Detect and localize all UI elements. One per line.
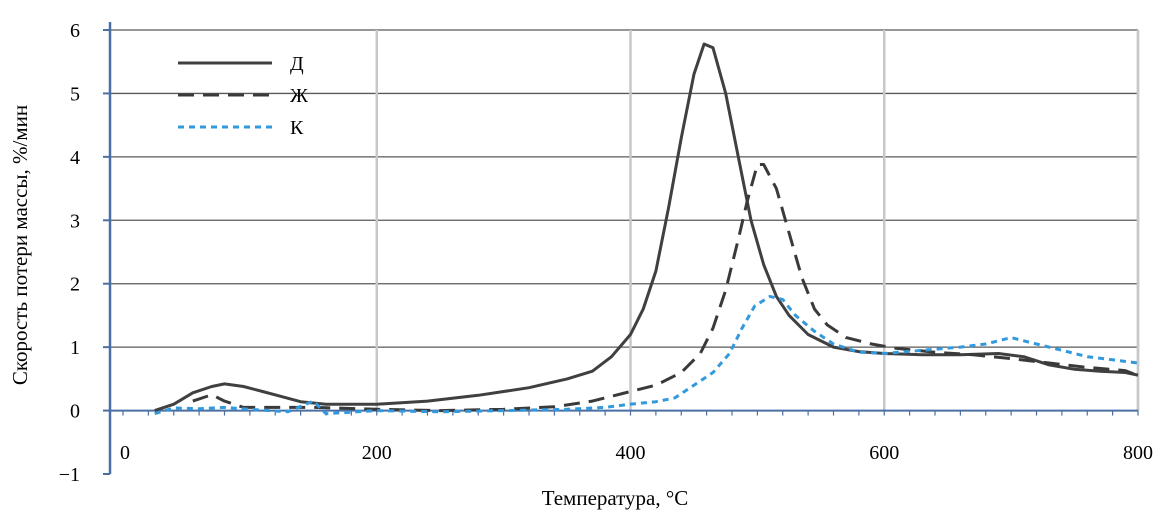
series-group — [154, 42, 1139, 416]
x-tick-label: 800 — [1123, 442, 1153, 464]
y-tick-label: 1 — [70, 337, 80, 359]
x-tick-label: 200 — [362, 442, 392, 464]
tick-labels: −1 0 1 2 3 4 5 6 0 200 400 600 800 — [59, 20, 1153, 486]
grid — [110, 29, 1140, 411]
y-tick-label: 4 — [70, 147, 80, 169]
x-tick-label: 600 — [869, 442, 899, 464]
y-tick-label: −1 — [59, 464, 80, 486]
legend-label: К — [290, 117, 304, 139]
y-tick-label: 3 — [70, 210, 80, 232]
y-tick-label: 5 — [70, 83, 80, 105]
y-tick-label: 2 — [70, 274, 80, 296]
y-tick-label: 6 — [70, 20, 80, 42]
series-line — [154, 294, 1139, 416]
axes — [103, 22, 1139, 475]
series-line — [192, 163, 1139, 413]
x-tick-label: 400 — [616, 442, 646, 464]
legend-label: Д — [290, 53, 304, 75]
x-axis-label: Температура, °C — [542, 486, 689, 510]
y-axis-label: Скорость потери массы, %/мин — [8, 105, 32, 385]
legend: ДЖК — [178, 53, 308, 139]
x-tick-label: 0 — [120, 442, 130, 464]
legend-label: Ж — [290, 85, 308, 107]
y-tick-label: 0 — [70, 401, 80, 423]
